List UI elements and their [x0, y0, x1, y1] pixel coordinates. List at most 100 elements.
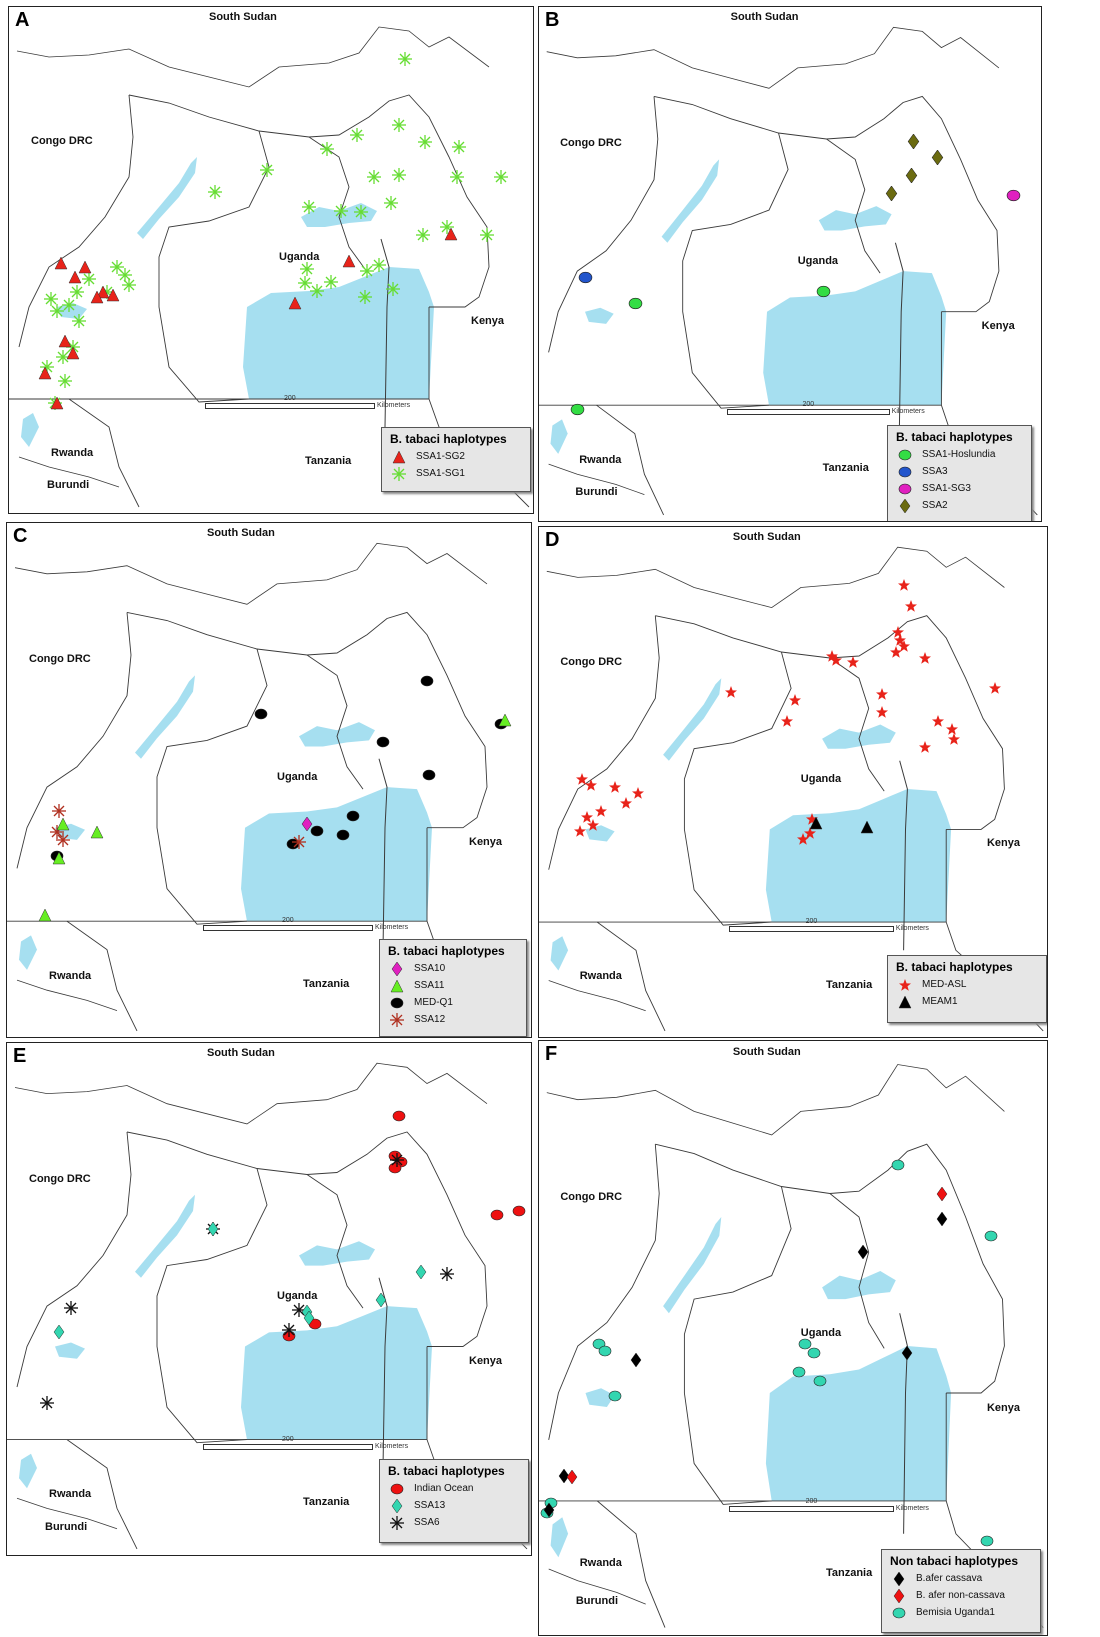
- legend-item-label: MED-Q1: [414, 997, 453, 1008]
- marker-black-oval-icon: [346, 810, 360, 821]
- marker-green-asterisk-icon: [480, 228, 494, 242]
- marker-green-asterisk-icon: [118, 268, 132, 282]
- legend-box: B. tabaci haplotypes SSA1-Hoslundia SSA3 SS…: [887, 425, 1032, 521]
- marker-red-triangle-icon: [288, 296, 302, 310]
- marker-brown-asterisk-icon: [292, 834, 306, 849]
- country-label-tanzania: Tanzania: [822, 462, 869, 475]
- legend-box: Non tabaci haplotypes B.afer cassava B. af…: [881, 1549, 1041, 1633]
- map-panel-d: D South Sudan Congo DRC Uganda Kenya Rwanda Ta…: [538, 526, 1048, 1038]
- border-burundi: [16, 1497, 118, 1530]
- lake-victoria: [243, 267, 434, 399]
- border-south-sudan: [546, 1064, 1005, 1136]
- marker-black-oval-icon: [420, 676, 434, 687]
- lake-kyoga: [822, 1271, 896, 1300]
- marker-black-asterisk-icon: [64, 1301, 78, 1316]
- lake-kivu: [19, 935, 37, 970]
- teal-diamond-icon: [391, 1498, 403, 1513]
- marker-teal-oval-icon: [598, 1345, 612, 1357]
- marker-green-asterisk-icon: [384, 196, 398, 210]
- marker-black-diamond-icon: [857, 1245, 869, 1260]
- legend-item-label: MED-ASL: [922, 979, 967, 990]
- country-label-burundi: Burundi: [575, 1594, 619, 1607]
- country-label-south-sudan: South Sudan: [732, 1045, 801, 1058]
- border-south-sudan: [546, 26, 1000, 89]
- border-region-2: [826, 138, 881, 274]
- legend-item: SSA1-SG2: [390, 448, 522, 465]
- country-label-burundi: Burundi: [45, 1520, 88, 1533]
- country-label-uganda: Uganda: [800, 1327, 842, 1340]
- marker-red-star-icon: [575, 772, 588, 785]
- country-label-congo: Congo DRC: [31, 135, 93, 147]
- border-kenya-tanzania: [899, 760, 908, 951]
- border-region: [682, 132, 789, 409]
- map-panel-c: C South Sudan Congo DRC Uganda Kenya Rwanda Ta…: [6, 522, 532, 1038]
- lake-kyoga: [299, 1241, 375, 1266]
- marker-green-asterisk-icon: [398, 52, 412, 66]
- marker-olive-diamond-icon: [905, 168, 918, 183]
- olive-diamond-icon: [899, 498, 911, 513]
- border-region: [683, 651, 792, 926]
- marker-red-star-icon: [918, 652, 931, 664]
- border-south-sudan: [546, 546, 1005, 609]
- marker-green-asterisk-icon: [298, 276, 312, 290]
- country-label-uganda: Uganda: [277, 1289, 318, 1302]
- legend-box: B. tabaci haplotypes SSA1-SG2 SSA1-SG1: [381, 427, 531, 492]
- marker-green-asterisk-icon: [122, 278, 136, 292]
- legend-item-label: B. afer non-cassava: [916, 1590, 1005, 1601]
- legend-box: B. tabaci haplotypes Indian Ocean SSA13 SSA…: [379, 1459, 529, 1543]
- marker-green-asterisk-icon: [302, 200, 316, 214]
- legend-title: B. tabaci haplotypes: [388, 1464, 505, 1478]
- border-kenya-tanzania: [894, 242, 904, 434]
- scale-unit: Kilometers: [895, 925, 929, 933]
- marker-black-oval-icon: [336, 829, 350, 841]
- marker-red-oval-icon: [490, 1209, 504, 1221]
- legend-item: SSA13: [388, 1497, 520, 1514]
- lake-kivu: [550, 419, 568, 454]
- legend-title: B. tabaci haplotypes: [390, 432, 507, 446]
- marker-teal-oval-icon: [813, 1375, 827, 1387]
- border-uganda-north-east: [128, 94, 490, 308]
- scale-bar: [729, 926, 894, 933]
- border-uganda-west: [18, 94, 134, 348]
- marker-red-triangle-icon: [96, 285, 110, 299]
- marker-red-triangle-icon: [106, 288, 120, 302]
- marker-red-star-icon: [806, 813, 819, 826]
- border-region-2: [829, 657, 885, 792]
- marker-green-triangle-icon: [38, 908, 52, 922]
- marker-black-triangle-icon: [860, 820, 874, 834]
- country-label-south-sudan: South Sudan: [730, 11, 799, 24]
- marker-brown-asterisk-icon: [52, 804, 66, 819]
- legend-item: SSA12: [388, 1011, 518, 1028]
- country-label-kenya: Kenya: [471, 315, 505, 327]
- country-label-rwanda: Rwanda: [51, 447, 94, 459]
- marker-teal-diamond-icon: [415, 1264, 427, 1279]
- legend-item-label: SSA1-SG2: [416, 451, 465, 462]
- legend-box: B. tabaci haplotypes MED-ASL MEAM1: [887, 955, 1047, 1023]
- border-uganda-west: [548, 1144, 660, 1440]
- marker-red-star-icon: [573, 825, 586, 838]
- marker-red-triangle-icon: [90, 290, 104, 304]
- panel-label: B: [545, 9, 560, 31]
- lake-albert: [135, 1194, 195, 1278]
- border-rwanda: [596, 404, 665, 516]
- legend-item-label: SSA1-SG1: [416, 468, 465, 479]
- marker-red-star-icon: [876, 706, 889, 719]
- legend-title: B. tabaci haplotypes: [896, 960, 1013, 974]
- legend-item-label: MEAM1: [922, 996, 958, 1007]
- lake-albert: [663, 678, 722, 761]
- legend-title: B. tabaci haplotypes: [388, 944, 505, 958]
- map-canvas: [9, 26, 530, 508]
- scale-bar: [203, 1443, 373, 1450]
- marker-red-star-icon: [829, 654, 842, 666]
- marker-red-star-icon: [796, 833, 809, 846]
- marker-red-star-icon: [581, 811, 594, 824]
- scale-unit: Kilometers: [377, 402, 411, 409]
- marker-green-asterisk-icon: [350, 128, 364, 142]
- marker-red-triangle-icon: [50, 396, 64, 410]
- teal-oval-icon: [892, 1607, 906, 1618]
- marker-red-star-icon: [891, 625, 904, 638]
- panel-label: E: [13, 1045, 27, 1067]
- marker-red-triangle-icon: [58, 334, 72, 348]
- map-panel-b: B South Sudan Congo DRC Uganda Kenya Rwanda Ta…: [538, 6, 1042, 522]
- marker-green-oval-icon: [628, 297, 643, 310]
